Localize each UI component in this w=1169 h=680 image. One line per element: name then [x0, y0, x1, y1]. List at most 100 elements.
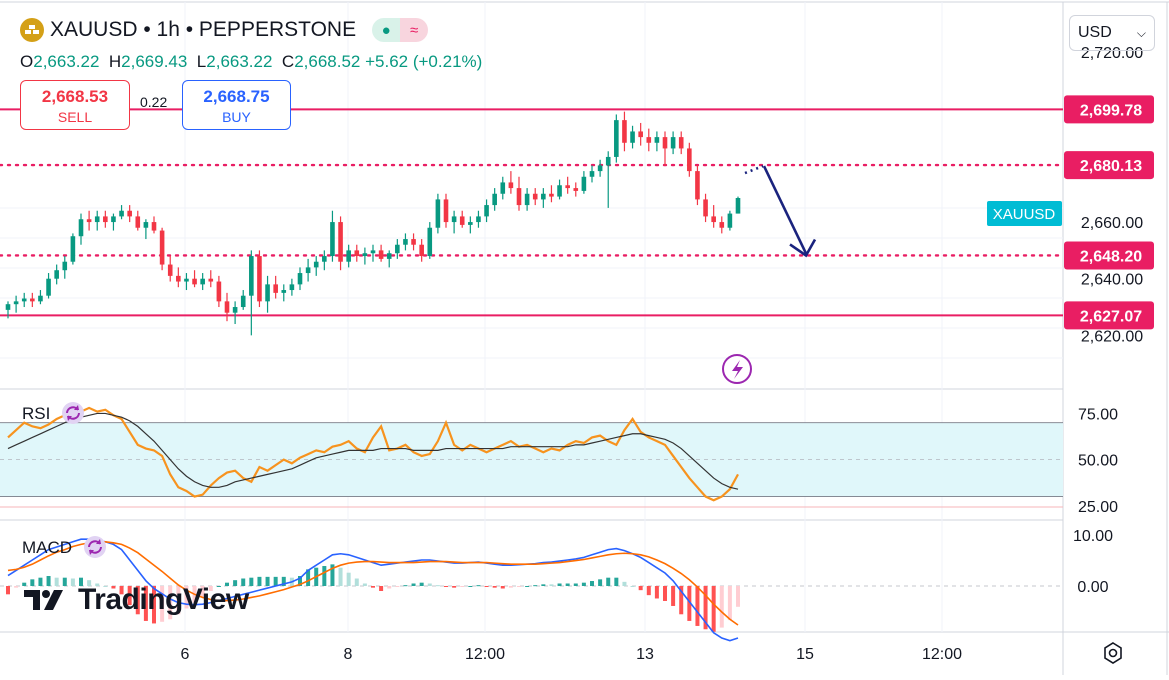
macd-histogram-bar: [541, 584, 546, 586]
symbol-header[interactable]: XAUUSD • 1h • PEPPERSTONE ● ≈: [20, 18, 429, 42]
candle: [727, 210, 733, 231]
macd-histogram-bar: [671, 586, 676, 606]
symbol-title: XAUUSD • 1h • PEPPERSTONE: [50, 18, 357, 41]
macd-histogram-bar: [663, 586, 667, 601]
macd-histogram-bar: [468, 586, 473, 587]
macd-histogram-bar: [119, 586, 124, 595]
macd-histogram-bar: [646, 586, 651, 596]
price-tick-label: 2,620.00: [1081, 328, 1143, 345]
macd-histogram-bar: [249, 577, 254, 586]
candle: [176, 267, 181, 288]
candle: [313, 256, 319, 276]
macd-pane: [0, 538, 1063, 642]
candle: [516, 176, 522, 211]
level-price-tag: [1064, 301, 1154, 330]
level-lines[interactable]: [0, 108, 1065, 317]
macd-histogram-bar: [687, 586, 692, 621]
candle: [30, 292, 35, 308]
chevron-down-icon: ⌵: [1136, 25, 1146, 40]
candle: [614, 114, 619, 163]
sell-button[interactable]: 2,668.53 SELL: [20, 80, 130, 130]
macd-histogram-bar: [46, 576, 51, 586]
macd-histogram-bar: [614, 577, 619, 586]
currency-select[interactable]: USD ⌵: [1069, 15, 1155, 51]
macd-histogram-bar: [87, 580, 92, 586]
macd-histogram-bar: [160, 586, 165, 622]
macd-histogram-bar: [492, 586, 497, 588]
level-price-label: 2,680.13: [1080, 158, 1142, 175]
candle: [297, 267, 303, 291]
tradingview-logo-icon: [24, 590, 63, 610]
rsi-pane: [7, 406, 739, 502]
macd-histogram-bar: [200, 586, 205, 597]
signal-line: [7, 540, 739, 626]
candle: [581, 171, 587, 194]
candle: [468, 216, 473, 234]
macd-histogram-bar: [444, 586, 448, 587]
candle: [232, 301, 238, 325]
candle: [265, 275, 270, 313]
candle: [151, 216, 157, 234]
candle: [557, 179, 562, 200]
candles: [5, 111, 741, 336]
macd-histogram-bar: [257, 576, 262, 586]
macd-histogram-bar: [590, 581, 594, 586]
level-price-label: 2,627.07: [1080, 308, 1142, 325]
projection-arrow[interactable]: [744, 164, 817, 258]
level-price-tag: [1064, 241, 1154, 270]
time-tick-label: 6: [181, 646, 190, 663]
macd-histogram-bar: [176, 586, 181, 615]
time-axis[interactable]: 6 8 12:00 13 15 12:00: [181, 646, 963, 663]
rsi-tick-label: 50.00: [1078, 453, 1118, 470]
candle: [208, 270, 214, 288]
candle: [305, 258, 311, 282]
candle: [13, 295, 19, 313]
macd-histogram-bar: [346, 572, 351, 586]
macd-refresh-icon[interactable]: [84, 536, 106, 558]
level-price-tag: [1064, 151, 1154, 180]
candle: [719, 216, 725, 234]
macd-histogram-bar: [435, 585, 440, 587]
macd-histogram-bar: [6, 586, 10, 595]
lightning-icon[interactable]: [722, 354, 752, 384]
candle: [443, 193, 449, 228]
macd-histogram-bar: [306, 569, 311, 586]
macd-histogram-bar: [241, 578, 246, 586]
rsi-line: [7, 406, 739, 502]
price-tick-label: 2,720.00: [1081, 45, 1143, 62]
candle: [687, 142, 692, 177]
price-axis[interactable]: 2,699.78 2,680.13 2,648.20 2,627.07 2,720.00…: [1064, 45, 1154, 596]
macd-histogram-bar: [38, 577, 43, 586]
time-tick-label: 8: [344, 646, 353, 663]
macd-histogram-bar: [419, 582, 424, 586]
level-price-label: 2,648.20: [1080, 248, 1142, 265]
macd-histogram-bar: [679, 586, 684, 615]
macd-histogram-bar: [273, 576, 278, 586]
macd-histogram-bar: [103, 586, 108, 587]
candle: [257, 250, 262, 308]
macd-histogram-bar: [322, 566, 327, 586]
wave-icon: ≈: [400, 18, 429, 42]
buy-label: BUY: [222, 109, 251, 125]
macd-histogram-bar: [403, 585, 408, 587]
buy-button[interactable]: 2,668.75 BUY: [182, 80, 291, 130]
candle: [500, 176, 506, 200]
candle: [403, 233, 408, 251]
candle: [678, 131, 684, 155]
candle: [435, 193, 441, 234]
candle: [338, 216, 343, 271]
settings-icon[interactable]: [1104, 642, 1122, 664]
macd-histogram-bar: [62, 577, 67, 586]
macd-histogram-bar: [281, 576, 286, 586]
macd-tick-label: 0.00: [1077, 579, 1108, 596]
svg-text:XAUUSD: XAUUSD: [993, 206, 1056, 223]
macd-histogram-bar: [184, 586, 189, 609]
candle: [119, 205, 124, 220]
macd-histogram-bar: [581, 582, 586, 586]
rsi-refresh-icon[interactable]: [62, 402, 84, 424]
market-status[interactable]: ● ≈: [372, 18, 429, 42]
candle: [711, 205, 716, 228]
candle: [492, 188, 497, 211]
